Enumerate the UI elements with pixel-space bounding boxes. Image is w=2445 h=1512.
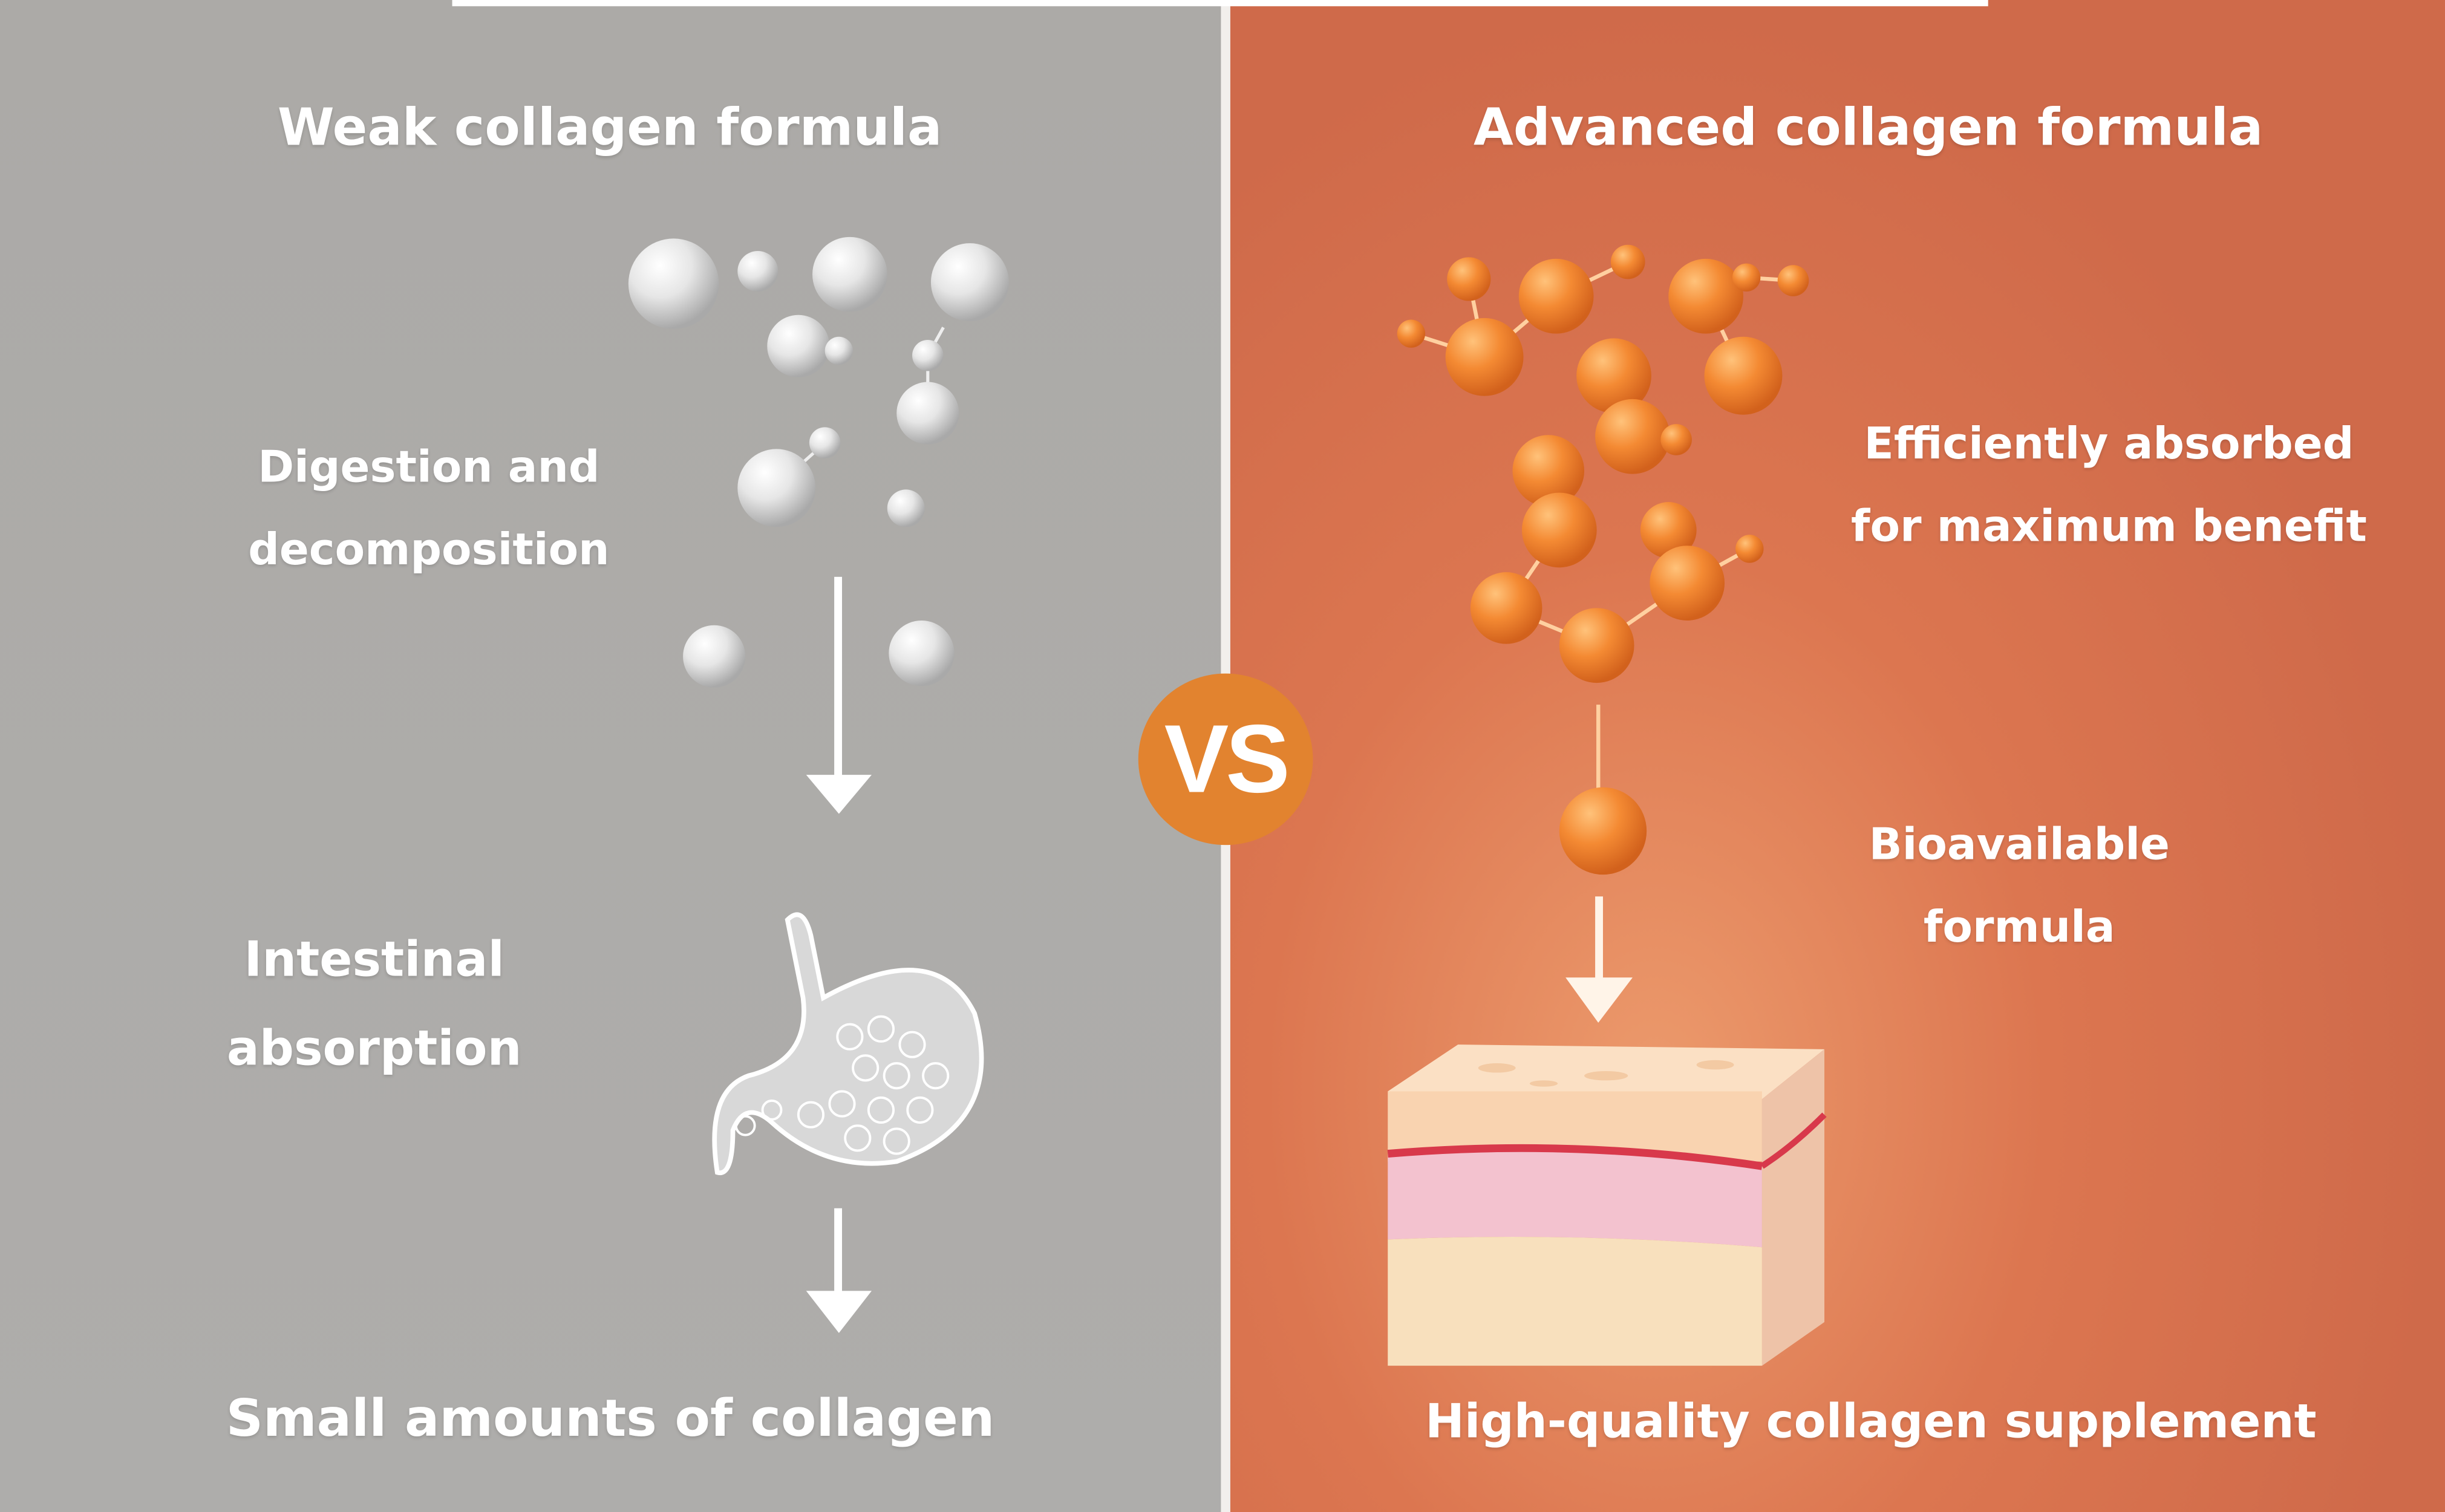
weak-formula-result: Small amounts of collagen xyxy=(226,1387,995,1448)
weak-formula-panel xyxy=(0,0,1221,1512)
efficiently-absorbed-label: Efficiently absorbed for maximum benefit xyxy=(1840,402,2378,567)
label-line: absorption xyxy=(226,1021,522,1078)
down-arrow-icon xyxy=(806,576,872,1334)
advanced-collagen-molecule-icon xyxy=(1397,244,1809,875)
label-line: Bioavailable xyxy=(1869,818,2170,870)
label-line: Intestinal xyxy=(244,932,504,989)
down-arrow-icon xyxy=(1565,896,1633,1023)
label-line: Digestion and xyxy=(258,441,600,493)
digestion-label: Digestion and decomposition xyxy=(234,426,624,591)
vs-badge: VS xyxy=(1138,673,1313,846)
label-line: decomposition xyxy=(248,524,610,576)
label-line: formula xyxy=(1923,901,2115,953)
label-line: for maximum benefit xyxy=(1851,500,2367,552)
stomach-icon xyxy=(712,912,984,1176)
top-bar xyxy=(452,0,1988,7)
intestinal-absorption-label: Intestinal absorption xyxy=(218,917,530,1095)
advanced-formula-title: Advanced collagen formula xyxy=(1474,96,2264,158)
skin-layers-icon xyxy=(1387,1044,1827,1366)
weak-formula-title: Weak collagen formula xyxy=(277,96,942,158)
label-line: Efficiently absorbed xyxy=(1864,417,2354,469)
weak-collagen-particles-icon xyxy=(628,236,1009,688)
bioavailable-label: Bioavailable formula xyxy=(1856,803,2183,968)
advanced-formula-result: High-quality collagen supplement xyxy=(1425,1395,2317,1450)
